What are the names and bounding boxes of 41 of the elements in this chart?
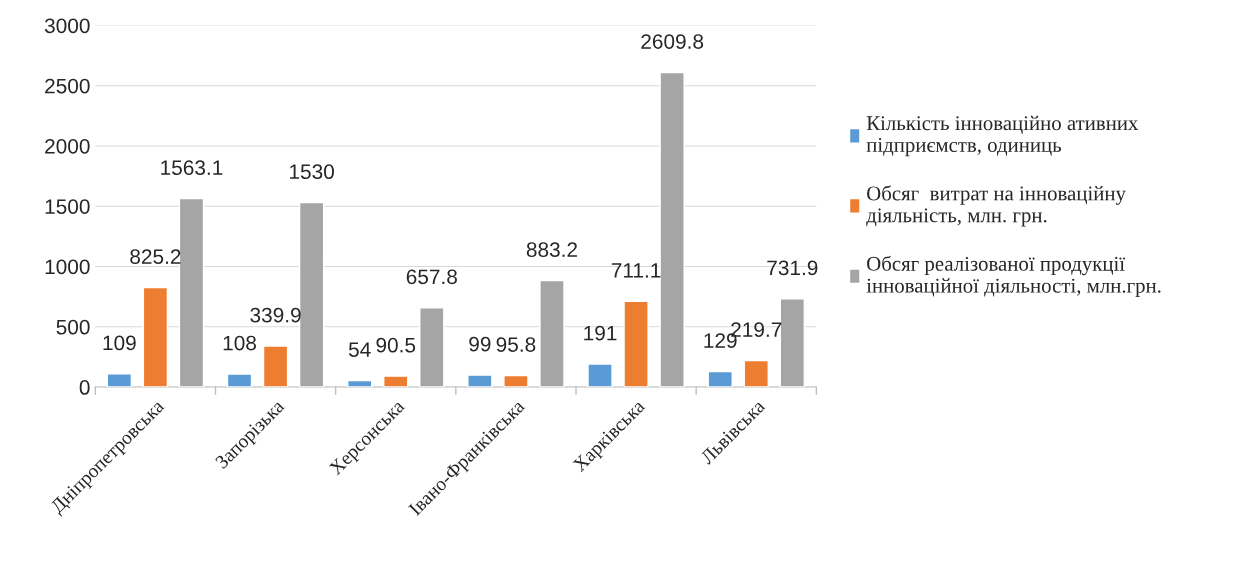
bar [226, 373, 253, 388]
data-label: 339.9 [250, 307, 301, 323]
legend-label: Обсяг реалізованої продукції інноваційної діяльності, млн.грн. [866, 255, 1161, 297]
legend-label: Кількість інноваційно ативних підприємств, одиниць [866, 115, 1139, 157]
data-label: 90.5 [376, 337, 416, 353]
data-label: 109 [103, 335, 136, 351]
y-tick-label: 1500 [45, 199, 90, 214]
data-label: 711.1 [611, 263, 661, 278]
bar [142, 286, 169, 388]
data-label: 99 [469, 336, 491, 352]
bar [467, 374, 493, 388]
bar [419, 307, 445, 388]
y-tick-label: 2000 [45, 138, 90, 154]
data-label: 1563.1 [161, 160, 223, 176]
y-tick-label: 0 [79, 380, 90, 395]
bar [587, 363, 613, 388]
legend-label: Обсяг витрат на інноваційну діяльність, млн. грн. [866, 185, 1126, 227]
data-label: 1530 [290, 164, 334, 180]
bar [106, 373, 133, 388]
data-label: 54 [348, 342, 371, 357]
y-tick-label: 2500 [45, 78, 90, 94]
data-label: 108 [223, 335, 256, 351]
bar [503, 374, 529, 388]
bar [743, 359, 769, 388]
bar [623, 300, 649, 388]
y-tick-label: 1000 [45, 259, 90, 275]
bar [707, 370, 733, 388]
bar [262, 345, 289, 388]
data-label: 825.2 [130, 249, 181, 264]
data-label: 191 [584, 325, 617, 341]
bar [539, 279, 565, 388]
data-label: 2609.8 [641, 34, 704, 49]
bar [659, 71, 685, 388]
bar [383, 375, 409, 388]
bar [346, 379, 373, 388]
data-label: 657.8 [406, 269, 457, 285]
y-tick-label: 500 [56, 319, 90, 335]
data-label: 731.9 [767, 260, 818, 276]
data-label: 95.8 [496, 337, 536, 352]
data-label: 883.2 [526, 242, 577, 258]
y-tick-label: 3000 [44, 18, 90, 34]
